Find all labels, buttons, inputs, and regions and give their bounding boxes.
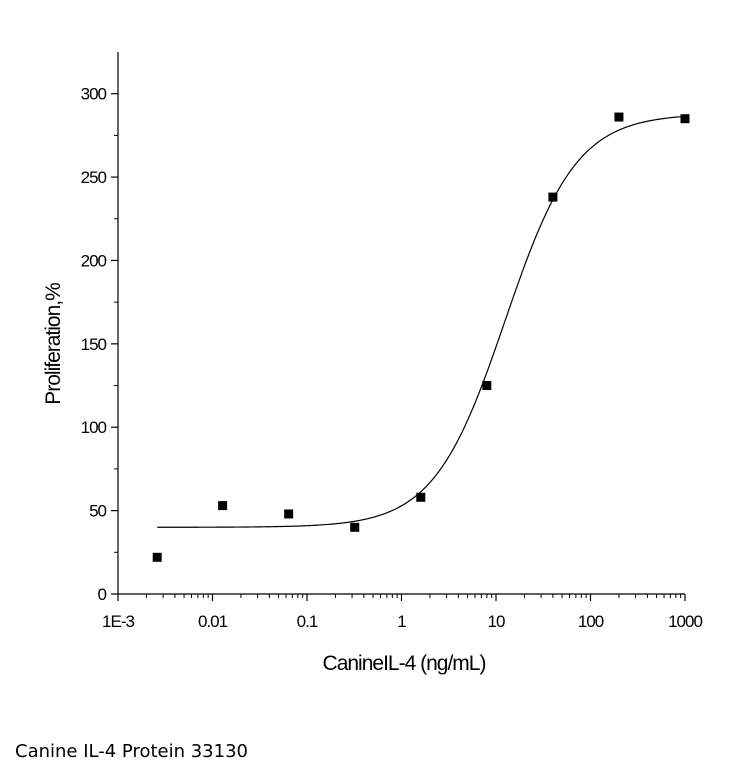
data-point [614,112,624,122]
figure-caption: Canine IL-4 Protein 33130 [15,741,248,762]
axes: 0 50 100 150 200 250 300 1E-3 0.01 0.1 1 10 100 1000 [81,52,703,631]
fit-curve [157,115,686,528]
x-tick-label: 0.1 [297,612,318,631]
x-tick-label: 100 [578,612,604,631]
x-tick-label: 10 [488,612,505,631]
data-point [284,509,294,519]
fit-curve-group [157,115,686,528]
y-tick-label: 300 [81,85,107,104]
x-tick-label: 1 [397,612,406,631]
x-tick-label: 1000 [668,612,702,631]
y-tick-label: 50 [89,502,106,521]
data-point [152,552,162,562]
y-tick-label: 200 [81,251,107,270]
y-tick-label: 0 [98,585,107,604]
x-tick-label: 0.01 [198,612,228,631]
data-point [218,501,228,511]
data-point [416,492,426,502]
x-axis-title: CanineIL-4 (ng/mL) [323,652,486,675]
data-point [350,522,360,532]
y-tick-label: 100 [81,418,107,437]
data-point [482,381,492,391]
y-axis-title: Proliferation,% [42,283,65,405]
data-points [152,112,690,562]
y-tick-label: 150 [81,335,107,354]
y-tick-label: 250 [81,168,107,187]
data-point [680,114,690,124]
x-tick-label: 1E-3 [102,612,134,631]
data-point [548,192,558,202]
